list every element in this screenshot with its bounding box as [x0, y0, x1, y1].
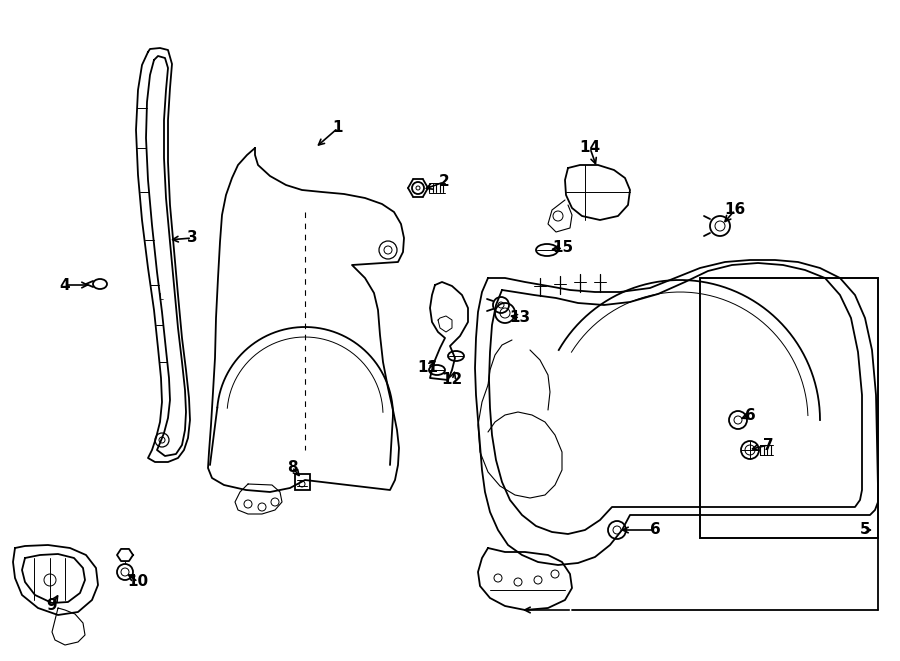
- Text: 7: 7: [762, 438, 773, 453]
- Text: 12: 12: [441, 373, 463, 387]
- Text: 1: 1: [333, 120, 343, 136]
- Text: 11: 11: [418, 360, 438, 375]
- Text: 13: 13: [509, 311, 531, 325]
- Text: 6: 6: [744, 407, 755, 422]
- Text: 2: 2: [438, 175, 449, 190]
- Text: 14: 14: [580, 141, 600, 155]
- Text: 3: 3: [186, 231, 197, 245]
- Bar: [700, 278, 878, 538]
- Text: 10: 10: [128, 574, 148, 590]
- Text: L: L: [158, 293, 162, 303]
- Text: 5: 5: [860, 522, 870, 537]
- Text: 15: 15: [553, 241, 573, 256]
- Bar: [295, 474, 310, 490]
- Text: 8: 8: [287, 459, 297, 475]
- Text: 6: 6: [650, 522, 661, 537]
- Text: 4: 4: [59, 278, 70, 293]
- Text: 9: 9: [47, 598, 58, 613]
- Text: 16: 16: [724, 202, 745, 217]
